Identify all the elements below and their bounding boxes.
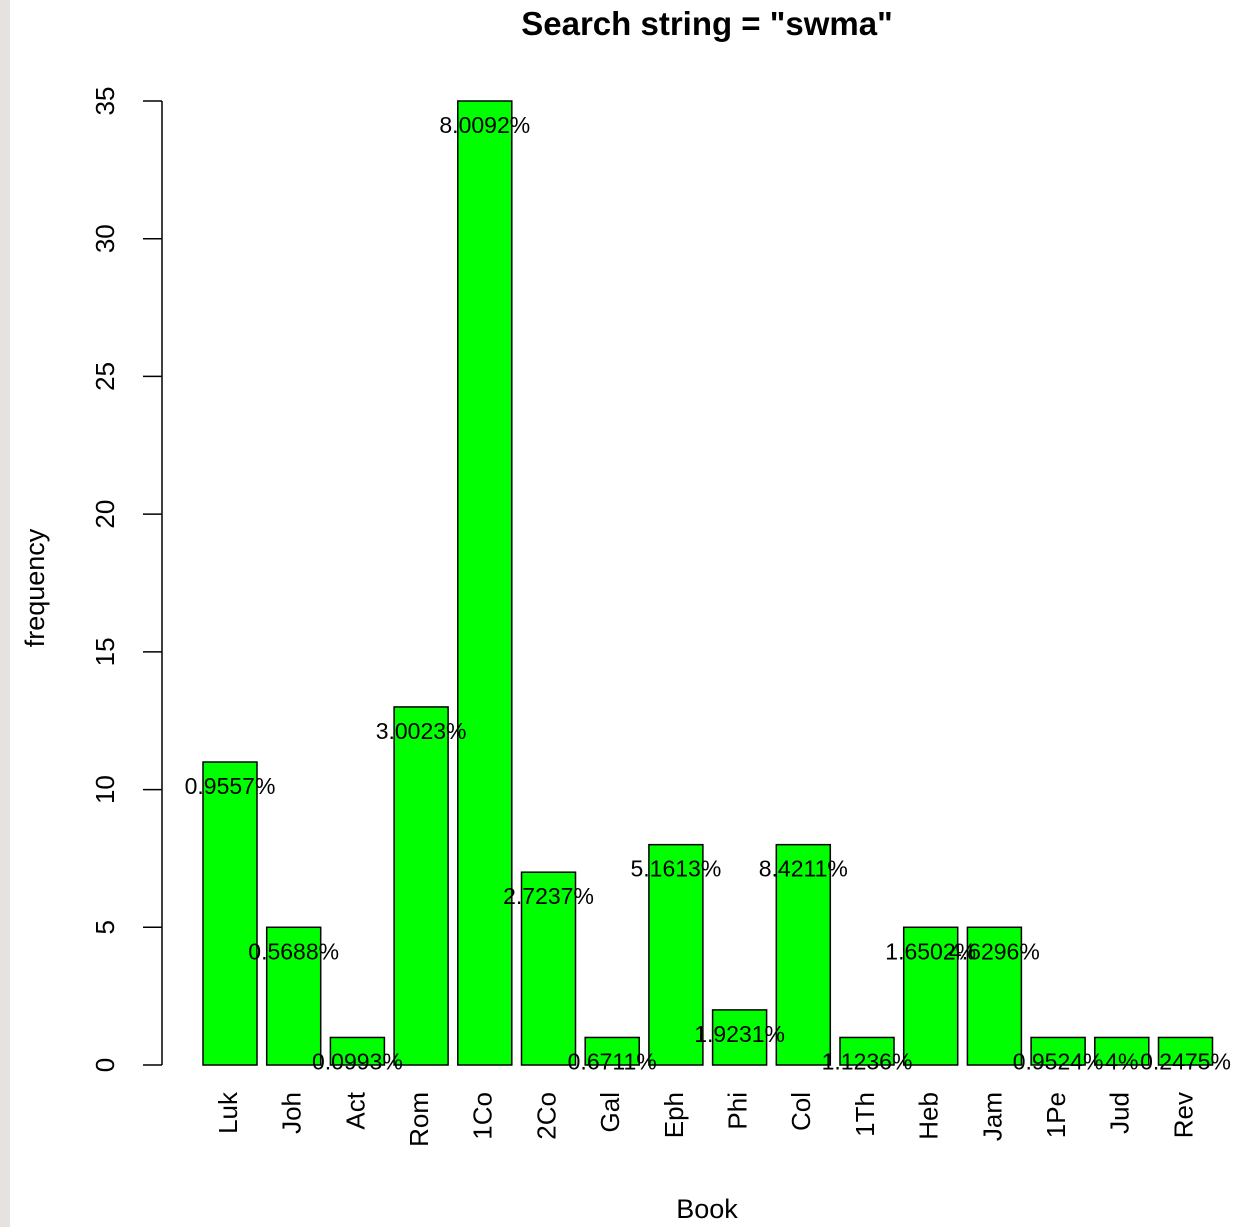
bar [202, 761, 258, 1066]
x-tick-label: Joh [277, 1092, 307, 1134]
data-label: 0.9557% [185, 773, 276, 799]
bar [520, 871, 577, 1066]
bar [457, 100, 513, 1066]
x-tick-label: Phi [722, 1092, 752, 1130]
data-label: 0.5688% [248, 938, 339, 964]
x-tick-label: Jam [977, 1092, 1007, 1141]
x-tick-label: Col [786, 1092, 816, 1131]
x-tick-label: Rev [1168, 1092, 1198, 1138]
data-label: 4% [1105, 1048, 1138, 1074]
bar [584, 1036, 640, 1066]
x-axis-label: Book [676, 1194, 738, 1224]
data-label: 1.9231% [694, 1021, 785, 1047]
x-tick-label: 2Co [531, 1092, 561, 1140]
y-axis-label: frequency [20, 528, 50, 647]
data-label: 4.6296% [949, 938, 1040, 964]
y-axis: 0 5 10 15 20 25 30 35 [90, 87, 163, 1072]
x-tick-label: Act [340, 1091, 370, 1129]
data-label: 0.6711% [568, 1048, 657, 1074]
data-label: 1.1236% [822, 1048, 913, 1074]
bar [1157, 1036, 1214, 1066]
x-tick-label: Rom [404, 1092, 434, 1147]
bar [902, 926, 959, 1066]
data-label: 2.7237% [503, 883, 594, 909]
x-tick-label: Gal [595, 1092, 625, 1132]
y-tick-label: 5 [90, 920, 120, 934]
y-tick-label: 25 [90, 362, 120, 391]
x-tick-label: 1Pe [1041, 1092, 1071, 1138]
bar [329, 1036, 386, 1066]
bar [648, 843, 704, 1066]
x-tick-label: Eph [659, 1092, 689, 1138]
bar [966, 926, 1023, 1066]
x-tick-label: 1Th [850, 1092, 880, 1137]
percent-labels: 0.9557% 0.5688% 0.0993% 3.0023% 8.0092% 2.723… [185, 112, 1231, 1074]
bar [393, 706, 449, 1066]
y-tick-label: 10 [90, 775, 120, 804]
x-tick-label: Luk [213, 1091, 243, 1134]
chart-title: Search string = "swma" [521, 5, 893, 42]
y-tick-label: 20 [90, 500, 120, 529]
bar [1030, 1036, 1086, 1066]
data-label: 8.0092% [439, 112, 530, 138]
x-tick-label: Jud [1105, 1092, 1135, 1134]
y-tick-label: 0 [90, 1058, 120, 1072]
data-label: 1.6502% [885, 938, 976, 964]
data-label: 0.9524% [1013, 1048, 1104, 1074]
data-label: 0.2475% [1140, 1048, 1231, 1074]
x-tick-label: 1Co [468, 1092, 498, 1140]
data-label: 8.4211% [759, 856, 848, 882]
bar [1094, 1036, 1150, 1066]
bar [775, 843, 832, 1066]
x-tick-label: Heb [914, 1092, 944, 1140]
bars-group [202, 100, 1214, 1066]
y-tick-label: 15 [90, 637, 120, 666]
y-tick-label: 30 [90, 224, 120, 253]
bar [839, 1036, 895, 1066]
data-label: 5.1613% [630, 856, 721, 882]
y-tick-label: 35 [90, 87, 120, 116]
bar [711, 1009, 768, 1066]
window-edge [0, 0, 10, 1227]
data-label: 3.0023% [376, 718, 467, 744]
data-label: 0.0993% [312, 1048, 403, 1074]
bar [265, 926, 322, 1066]
category-labels: Luk Joh Act Rom 1Co 2Co Gal Eph Phi Col 1Th Heb Jam 1… [213, 1091, 1199, 1147]
